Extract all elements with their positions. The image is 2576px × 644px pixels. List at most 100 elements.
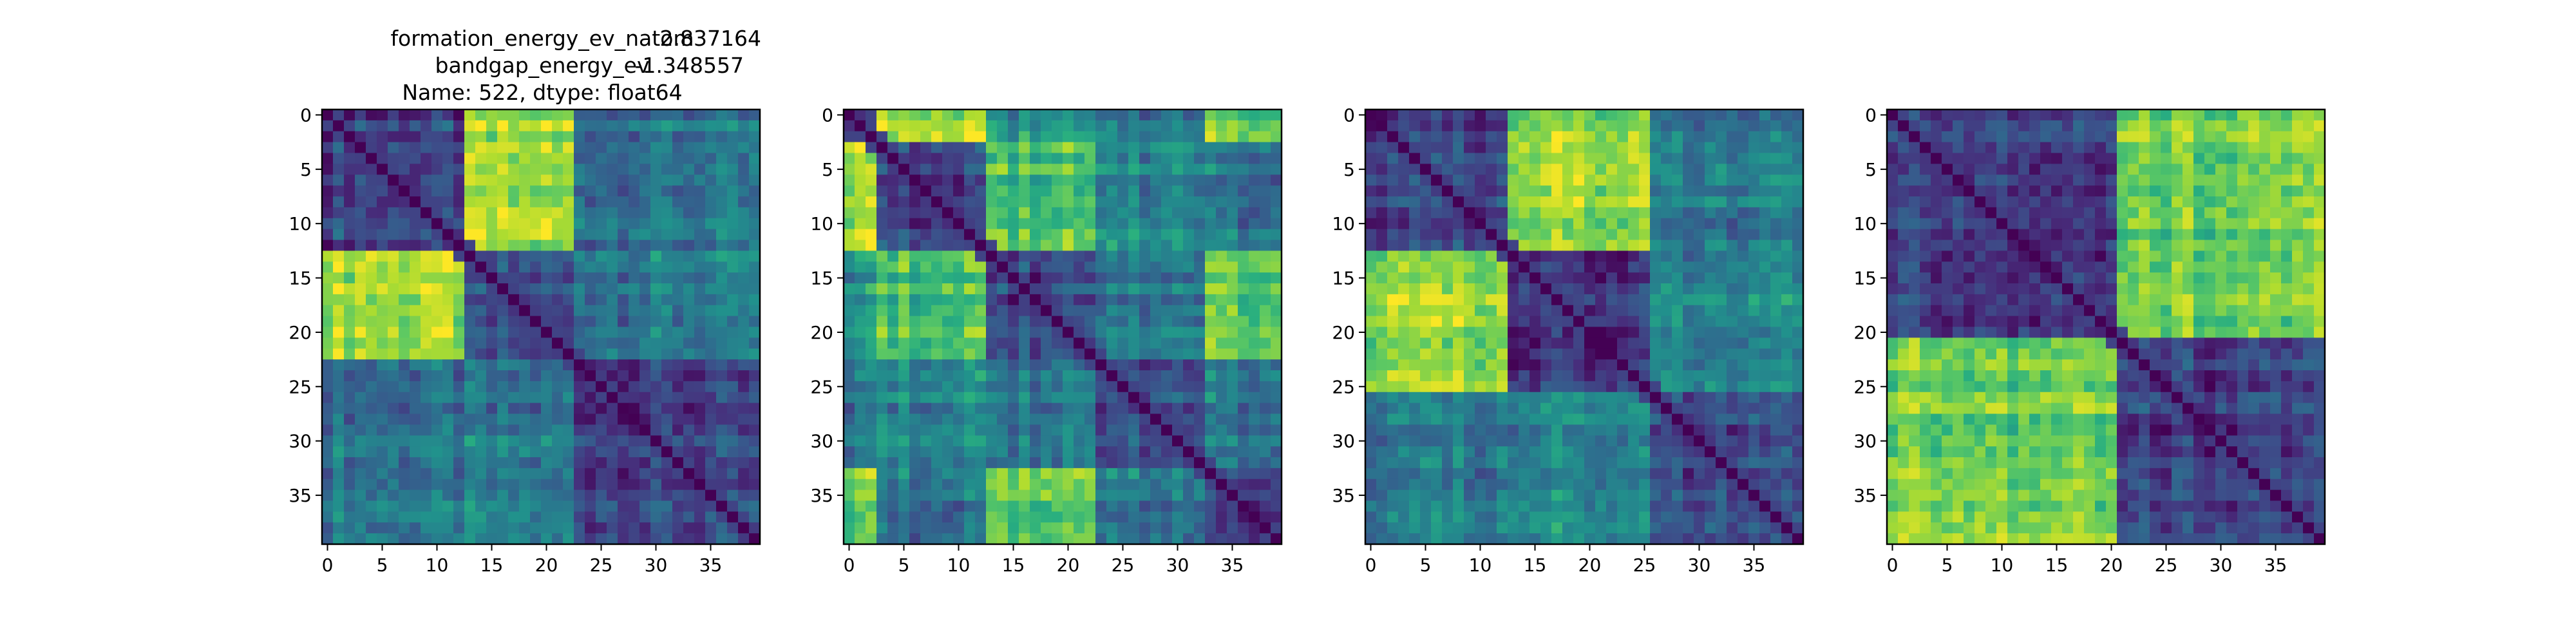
heatmap-cell xyxy=(997,381,1009,393)
heatmap-cell xyxy=(1409,207,1421,219)
heatmap-cell xyxy=(1420,489,1432,502)
heatmap-cell xyxy=(1052,348,1063,360)
heatmap-cell xyxy=(1063,533,1074,545)
heatmap-cell xyxy=(975,348,987,360)
heatmap-cell xyxy=(1562,131,1574,143)
heatmap-cell xyxy=(898,218,910,230)
heatmap-cell xyxy=(1052,261,1063,273)
heatmap-cell xyxy=(333,435,345,447)
heatmap-cell xyxy=(618,218,629,230)
heatmap-cell xyxy=(1942,120,1953,132)
heatmap-cell xyxy=(1150,164,1162,175)
heatmap-cell xyxy=(672,337,684,349)
heatmap-cell xyxy=(1748,240,1760,251)
heatmap-cell xyxy=(464,533,476,545)
heatmap-cell xyxy=(1216,446,1227,458)
heatmap-cell xyxy=(1898,120,1909,132)
heatmap-cell xyxy=(1530,261,1541,273)
heatmap-cell xyxy=(1128,305,1140,317)
heatmap-cell xyxy=(1551,142,1563,154)
heatmap-cell xyxy=(1464,402,1475,415)
heatmap-cell xyxy=(920,424,932,436)
heatmap-cell xyxy=(1398,283,1410,295)
heatmap-cell xyxy=(1716,109,1727,121)
y-tick-label: 20 xyxy=(289,322,312,343)
heatmap-cell xyxy=(1540,131,1552,143)
heatmap-cell xyxy=(388,261,399,273)
heatmap-cell xyxy=(388,251,399,262)
heatmap-cell xyxy=(986,457,998,469)
heatmap-cell xyxy=(366,283,377,295)
heatmap-cell xyxy=(1271,424,1282,436)
heatmap-cell xyxy=(1183,229,1195,241)
heatmap-cell xyxy=(1030,413,1041,425)
heatmap-cell xyxy=(552,413,564,425)
heatmap-cell xyxy=(694,533,706,545)
heatmap-cell xyxy=(1540,457,1552,469)
heatmap-cell xyxy=(1705,240,1716,251)
heatmap-cell xyxy=(931,337,943,349)
heatmap-cell xyxy=(844,381,855,393)
heatmap-cell xyxy=(931,348,943,360)
heatmap-cell xyxy=(475,446,487,458)
heatmap-cell xyxy=(1781,489,1793,502)
heatmap-cell xyxy=(738,131,750,143)
heatmap-cell xyxy=(1216,251,1227,262)
heatmap-cell xyxy=(1727,120,1738,132)
heatmap-cell xyxy=(1738,196,1749,208)
heatmap-cell xyxy=(1453,359,1464,371)
heatmap-cell xyxy=(497,337,509,349)
heatmap-cell xyxy=(1530,164,1541,175)
heatmap-cell xyxy=(1661,468,1672,480)
heatmap-cell xyxy=(596,240,607,251)
heatmap-cell xyxy=(1019,392,1030,404)
heatmap-cell xyxy=(694,413,706,425)
heatmap-cell xyxy=(322,522,334,534)
heatmap-cell xyxy=(953,359,965,371)
heatmap-cell xyxy=(497,348,509,360)
heatmap-cell xyxy=(1041,175,1052,186)
heatmap-cell xyxy=(607,457,618,469)
heatmap-cell xyxy=(1161,457,1173,469)
heatmap-cell xyxy=(431,120,443,132)
heatmap-cell xyxy=(1172,196,1184,208)
heatmap-cell xyxy=(596,424,607,436)
heatmap-cell xyxy=(1672,229,1683,241)
heatmap-cell xyxy=(1595,305,1607,317)
heatmap-cell xyxy=(876,218,888,230)
heatmap-cell xyxy=(1365,185,1377,197)
heatmap-cell xyxy=(1183,131,1195,143)
heatmap-cell xyxy=(986,392,998,404)
heatmap-cell xyxy=(876,500,888,512)
heatmap-cell xyxy=(1540,533,1552,545)
heatmap-cell xyxy=(475,316,487,328)
heatmap-cell xyxy=(1194,142,1206,154)
heatmap-cell xyxy=(639,468,651,480)
heatmap-cell xyxy=(1387,370,1399,382)
heatmap-cell xyxy=(1194,402,1206,415)
heatmap-cell xyxy=(563,327,574,338)
heatmap-cell xyxy=(508,109,520,121)
heatmap-cell xyxy=(388,392,399,404)
heatmap-cell xyxy=(716,348,728,360)
heatmap-cell xyxy=(344,468,355,480)
heatmap-cell xyxy=(1661,185,1672,197)
heatmap-cell xyxy=(683,261,695,273)
heatmap-cell xyxy=(1271,305,1282,317)
heatmap-cell xyxy=(1238,511,1249,523)
heatmap-cell xyxy=(1497,207,1508,219)
heatmap-cell xyxy=(618,370,629,382)
heatmap-cell xyxy=(1475,457,1486,469)
heatmap-cell xyxy=(508,489,520,502)
heatmap-cell xyxy=(672,153,684,164)
heatmap-cell xyxy=(964,283,976,295)
heatmap-cell xyxy=(344,392,355,404)
heatmap-cell xyxy=(1063,392,1074,404)
heatmap-cell xyxy=(629,175,640,186)
heatmap-cell xyxy=(629,120,640,132)
heatmap-cell xyxy=(563,457,574,469)
heatmap-cell xyxy=(1194,240,1206,251)
heatmap-cell xyxy=(1019,424,1030,436)
heatmap-cell xyxy=(749,413,761,425)
heatmap-cell xyxy=(1562,175,1574,186)
